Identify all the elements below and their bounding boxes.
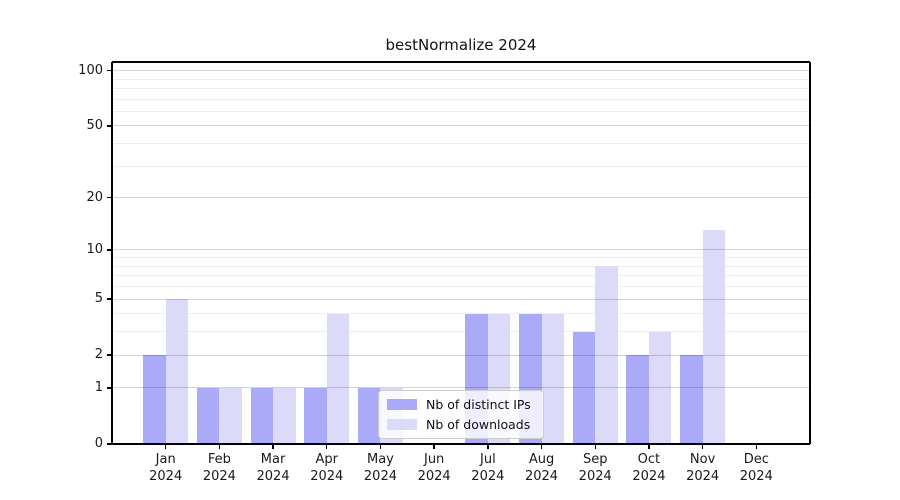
x-axis-tick (648, 444, 650, 449)
legend: Nb of distinct IPs Nb of downloads (378, 390, 544, 439)
legend-label-distinct-ips: Nb of distinct IPs (426, 397, 531, 412)
plot-spine-top (112, 61, 810, 63)
minor-gridline (112, 98, 810, 100)
minor-gridline (112, 257, 810, 259)
major-gridline (112, 354, 810, 356)
minor-gridline (112, 110, 810, 112)
x-axis-tick (433, 444, 435, 449)
bar-downloads (702, 230, 726, 444)
minor-gridline (112, 143, 810, 145)
major-gridline (112, 125, 810, 127)
y-axis-tick (107, 69, 112, 72)
bar-downloads (648, 331, 672, 444)
x-axis-tick (487, 444, 489, 449)
x-axis-tick (701, 444, 704, 449)
x-axis-tick (164, 444, 167, 449)
y-tick-label: 50 (86, 117, 103, 133)
minor-gridline (112, 275, 810, 277)
y-axis-tick (107, 196, 112, 199)
bar-distinct-ips (357, 387, 381, 444)
plot-spine-bottom (112, 443, 810, 445)
bar-distinct-ips (626, 355, 649, 444)
bar-distinct-ips (196, 387, 220, 444)
major-gridline (112, 387, 810, 389)
bar-distinct-ips (304, 387, 327, 444)
bar-downloads (219, 387, 242, 444)
x-tick-label: Jul 2024 (471, 452, 505, 484)
bar-distinct-ips (143, 355, 166, 444)
x-tick-label: May 2024 (363, 452, 397, 484)
minor-gridline (112, 313, 810, 315)
y-tick-label: 20 (86, 189, 103, 205)
major-gridline (112, 298, 810, 300)
minor-gridline (112, 78, 810, 80)
x-tick-label: Feb 2024 (202, 452, 236, 484)
x-tick-label: Apr 2024 (310, 452, 344, 484)
y-tick-label: 100 (78, 62, 103, 78)
minor-gridline (112, 165, 810, 167)
y-tick-label: 10 (86, 241, 103, 257)
minor-gridline (112, 87, 810, 89)
legend-label-downloads: Nb of downloads (426, 417, 531, 432)
x-axis-tick (272, 444, 274, 449)
y-axis-tick (107, 249, 112, 251)
major-gridline (112, 249, 810, 251)
bar-downloads (165, 299, 189, 444)
x-tick-label: Mar 2024 (256, 452, 290, 484)
legend-swatch-downloads (387, 419, 417, 430)
x-axis-tick (540, 444, 543, 449)
y-tick-label: 1 (94, 379, 103, 395)
x-tick-label: Jan 2024 (149, 452, 183, 484)
legend-item-downloads: Nb of downloads (387, 417, 531, 432)
chart-title: bestNormalize 2024 (385, 36, 537, 54)
x-tick-label: Nov 2024 (686, 452, 720, 484)
plot-spine-left (111, 62, 113, 444)
minor-gridline (112, 265, 810, 267)
major-gridline (112, 70, 810, 72)
minor-gridline (112, 286, 810, 288)
y-axis-tick (107, 443, 112, 445)
x-tick-label: Aug 2024 (524, 452, 559, 484)
minor-gridline (112, 331, 810, 333)
y-tick-label: 2 (94, 347, 103, 363)
plot-spine-right (809, 62, 811, 444)
bar-distinct-ips (250, 387, 274, 444)
y-axis-tick (107, 387, 112, 389)
x-axis-tick (218, 444, 221, 449)
x-tick-label: Dec 2024 (739, 452, 773, 484)
legend-swatch-distinct-ips (387, 399, 417, 410)
y-tick-label: 5 (94, 291, 103, 307)
x-tick-label: Jun 2024 (417, 452, 451, 484)
x-axis-tick (379, 444, 382, 449)
legend-item-distinct-ips: Nb of distinct IPs (387, 397, 531, 412)
x-axis-tick (594, 444, 596, 449)
x-axis-tick (755, 444, 757, 449)
x-tick-label: Oct 2024 (632, 452, 666, 484)
x-axis-tick (326, 444, 328, 449)
bar-downloads (541, 313, 565, 444)
bar-downloads (326, 313, 350, 444)
x-tick-label: Sep 2024 (578, 452, 612, 484)
y-tick-label: 0 (94, 436, 103, 451)
bar-downloads (595, 266, 618, 444)
bar-distinct-ips (572, 331, 596, 444)
bar-distinct-ips (680, 355, 703, 444)
major-gridline (112, 197, 810, 199)
y-axis-tick (107, 298, 112, 300)
y-axis-tick (107, 125, 112, 127)
y-axis-tick (107, 354, 112, 356)
bar-downloads (273, 387, 296, 444)
